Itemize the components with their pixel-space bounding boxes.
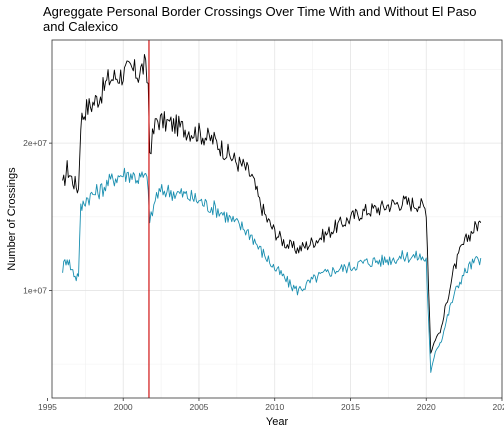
x-tick-label: 2005 [190, 402, 209, 412]
x-axis-title: Year [266, 416, 289, 428]
x-axis: 1995 2000 2005 2010 2015 2020 2025 [38, 398, 504, 412]
x-tick-label: 2000 [114, 402, 133, 412]
y-axis-title: Number of Crossings [6, 167, 18, 271]
y-tick-label: 2e+07 [23, 138, 47, 148]
y-tick-label: 1e+07 [23, 285, 47, 295]
x-tick-label: 2025 [493, 402, 504, 412]
x-tick-label: 2020 [417, 402, 436, 412]
chart-title-line-2: and Calexico [43, 19, 118, 34]
chart-title-line-1: Agreggate Personal Border Crossings Over… [43, 4, 477, 19]
x-tick-label: 2015 [341, 402, 360, 412]
x-tick-label: 1995 [38, 402, 57, 412]
plot-panel [52, 40, 502, 398]
x-tick-label: 2010 [265, 402, 284, 412]
y-axis: 1e+07 2e+07 [23, 138, 52, 295]
